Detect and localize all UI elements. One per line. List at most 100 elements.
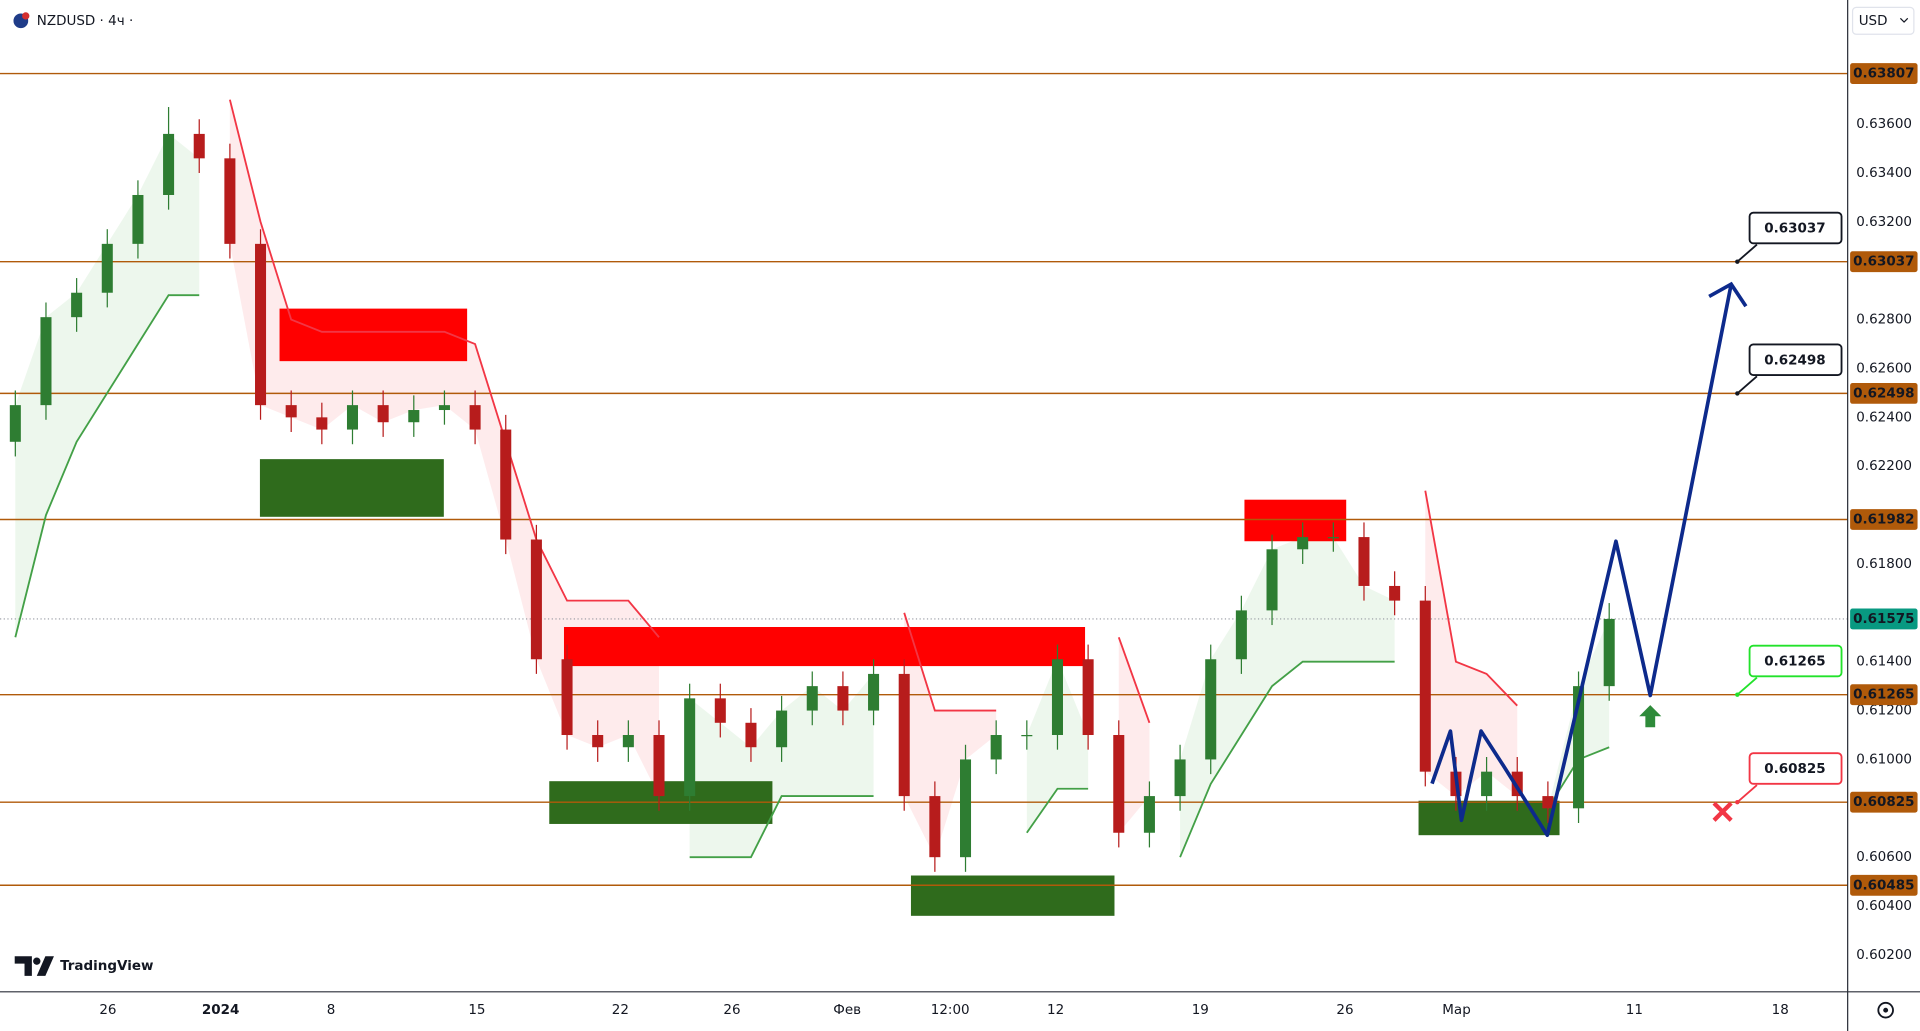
y-tick-label: 0.62200 bbox=[1856, 458, 1912, 474]
y-tick-label: 0.61000 bbox=[1856, 751, 1912, 767]
trend-fill bbox=[1425, 490, 1518, 797]
zone bbox=[1244, 499, 1347, 542]
x-tick-label: Фев bbox=[833, 1002, 861, 1018]
trend-stop-line bbox=[1026, 787, 1089, 834]
candle-body bbox=[1266, 549, 1278, 611]
x-tick-label: 26 bbox=[99, 1002, 116, 1018]
currency-label[interactable]: USD bbox=[1859, 13, 1888, 29]
x-tick-label: 8 bbox=[327, 1002, 336, 1018]
target-label: 0.61265 bbox=[1764, 654, 1825, 670]
y-tick-label: 0.61200 bbox=[1856, 703, 1912, 719]
current-price-label: 0.61575 bbox=[1853, 611, 1914, 627]
level-badge-label: 0.60485 bbox=[1853, 877, 1914, 893]
level-badge bbox=[1850, 509, 1918, 530]
candle-body bbox=[1327, 537, 1339, 539]
candle-body bbox=[1297, 537, 1309, 550]
target-leader bbox=[1736, 676, 1758, 696]
x-tick-label: 18 bbox=[1772, 1002, 1789, 1018]
sell-signal bbox=[1712, 801, 1733, 822]
trend-fill bbox=[229, 99, 660, 797]
y-tick-label: 0.62400 bbox=[1856, 409, 1912, 425]
target-box bbox=[1748, 644, 1843, 678]
candle-body bbox=[1174, 759, 1186, 797]
x-tick-label: 12 bbox=[1047, 1002, 1064, 1018]
target-label: 0.62498 bbox=[1764, 352, 1825, 368]
candle-body bbox=[1358, 537, 1370, 586]
candle-body bbox=[1021, 735, 1033, 737]
level-badge bbox=[1850, 382, 1918, 404]
target-box bbox=[1748, 752, 1843, 785]
candle-body bbox=[1143, 796, 1155, 833]
candle-body bbox=[990, 735, 1002, 760]
zone bbox=[563, 627, 1086, 667]
candles bbox=[9, 107, 1615, 872]
level-badge-label: 0.61265 bbox=[1853, 687, 1914, 703]
level-badge-label: 0.63037 bbox=[1853, 254, 1914, 270]
y-tick-label: 0.60600 bbox=[1856, 849, 1912, 865]
trend-fill bbox=[1118, 637, 1150, 833]
target-box bbox=[1748, 343, 1843, 376]
candle-body bbox=[806, 686, 818, 711]
currency-button[interactable] bbox=[1851, 6, 1915, 35]
x-tick-label: 11 bbox=[1626, 1002, 1643, 1018]
trend-fill bbox=[15, 133, 200, 638]
trend-fill bbox=[1180, 537, 1395, 858]
candle-body bbox=[592, 735, 604, 748]
candle-body bbox=[500, 429, 512, 540]
symbol-title[interactable]: NZDUSD · 4ч · bbox=[37, 13, 133, 29]
y-tick-label: 0.60200 bbox=[1856, 947, 1912, 963]
y-tick-label: 0.61400 bbox=[1856, 654, 1912, 670]
target-box bbox=[1748, 211, 1843, 245]
settings-icon[interactable] bbox=[1877, 1001, 1894, 1019]
level-badge bbox=[1850, 874, 1918, 896]
trend-stop-line bbox=[1424, 490, 1518, 707]
candle-body bbox=[837, 686, 849, 711]
candle-body bbox=[255, 243, 267, 406]
candle-body bbox=[1573, 686, 1585, 809]
y-tick-label: 0.63400 bbox=[1856, 165, 1912, 181]
y-tick-label: 0.61800 bbox=[1856, 556, 1912, 572]
candle-body bbox=[9, 405, 21, 442]
candle-body bbox=[163, 133, 175, 195]
current-price-badge bbox=[1850, 608, 1918, 630]
brand-name[interactable]: TradingView bbox=[60, 958, 153, 974]
y-tick-label: 0.62600 bbox=[1856, 360, 1912, 376]
candle-body bbox=[193, 133, 205, 159]
level-badge-label: 0.61982 bbox=[1853, 511, 1914, 527]
annotations: 0.63037 0.62498 0.61265 0.60825 bbox=[1639, 211, 1843, 822]
candle-body bbox=[346, 405, 359, 430]
symbol-flag-dot bbox=[22, 12, 30, 20]
level-badge bbox=[1850, 63, 1918, 84]
trend-stop-line bbox=[903, 612, 997, 712]
level-badge-label: 0.62498 bbox=[1853, 385, 1914, 401]
brand-logo-dot bbox=[33, 957, 41, 965]
candle-body bbox=[1082, 659, 1094, 736]
candle-body bbox=[1051, 659, 1063, 736]
candle-body bbox=[469, 405, 481, 430]
level-badge-label: 0.63807 bbox=[1853, 66, 1914, 82]
x-tick-label: 26 bbox=[723, 1002, 740, 1018]
candle-body bbox=[377, 405, 389, 423]
candle-body bbox=[714, 698, 726, 723]
zone bbox=[279, 308, 468, 362]
y-tick-label: 0.63200 bbox=[1856, 214, 1912, 230]
target-leader bbox=[1736, 243, 1758, 263]
candle-body bbox=[929, 796, 941, 858]
level-badge bbox=[1850, 684, 1918, 706]
candle-body bbox=[1511, 771, 1523, 797]
zone bbox=[910, 875, 1115, 916]
x-tick-label: 26 bbox=[1336, 1002, 1353, 1018]
trend-stop-line bbox=[1117, 636, 1151, 724]
candle-body bbox=[1389, 585, 1401, 601]
target-label: 0.63037 bbox=[1764, 221, 1825, 237]
settings-icon-center bbox=[1883, 1007, 1889, 1013]
x-tick-label: 22 bbox=[612, 1002, 629, 1018]
candle-body bbox=[684, 698, 696, 797]
currency-caret bbox=[1899, 17, 1909, 23]
candle-body bbox=[745, 722, 757, 748]
candle-body bbox=[1113, 735, 1125, 833]
trend-stop-line bbox=[689, 795, 874, 859]
candle-body bbox=[224, 158, 236, 244]
level-badge-label: 0.60825 bbox=[1853, 794, 1914, 810]
